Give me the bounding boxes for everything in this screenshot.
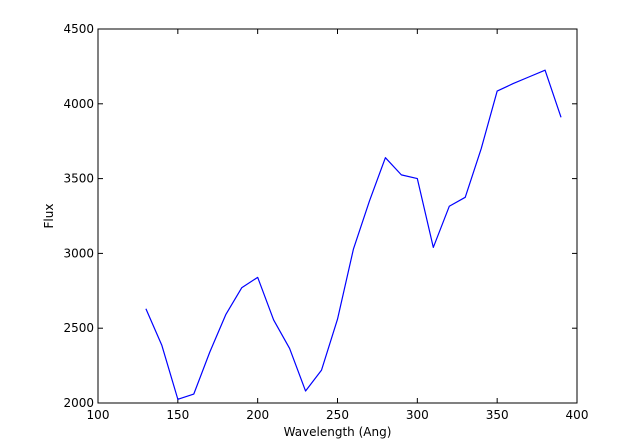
y-tick-label: 2000 — [63, 396, 94, 410]
series-line — [145, 69, 562, 400]
y-tick-label: 2500 — [63, 321, 94, 335]
x-tick-label: 350 — [486, 408, 509, 422]
y-tick-label: 3500 — [63, 172, 94, 186]
x-axis-title: Wavelength (Ang) — [284, 425, 392, 439]
x-tick-label: 400 — [566, 408, 589, 422]
plot-frame — [97, 28, 578, 404]
series-layer — [145, 69, 562, 400]
y-tick-label: 3000 — [63, 246, 94, 260]
x-tick-label: 200 — [246, 408, 269, 422]
y-axis-title: Flux — [42, 204, 56, 229]
x-tick-label: 300 — [406, 408, 429, 422]
x-tick-label: 250 — [326, 408, 349, 422]
x-tick-label: 150 — [166, 408, 189, 422]
ticks-layer: 100 150 200 250 300 350 400 2000 2500 3000 3500 400… — [63, 22, 588, 422]
y-tick-label: 4500 — [63, 22, 94, 36]
y-tick-label: 4000 — [63, 97, 94, 111]
x-tick-label: 100 — [87, 408, 110, 422]
